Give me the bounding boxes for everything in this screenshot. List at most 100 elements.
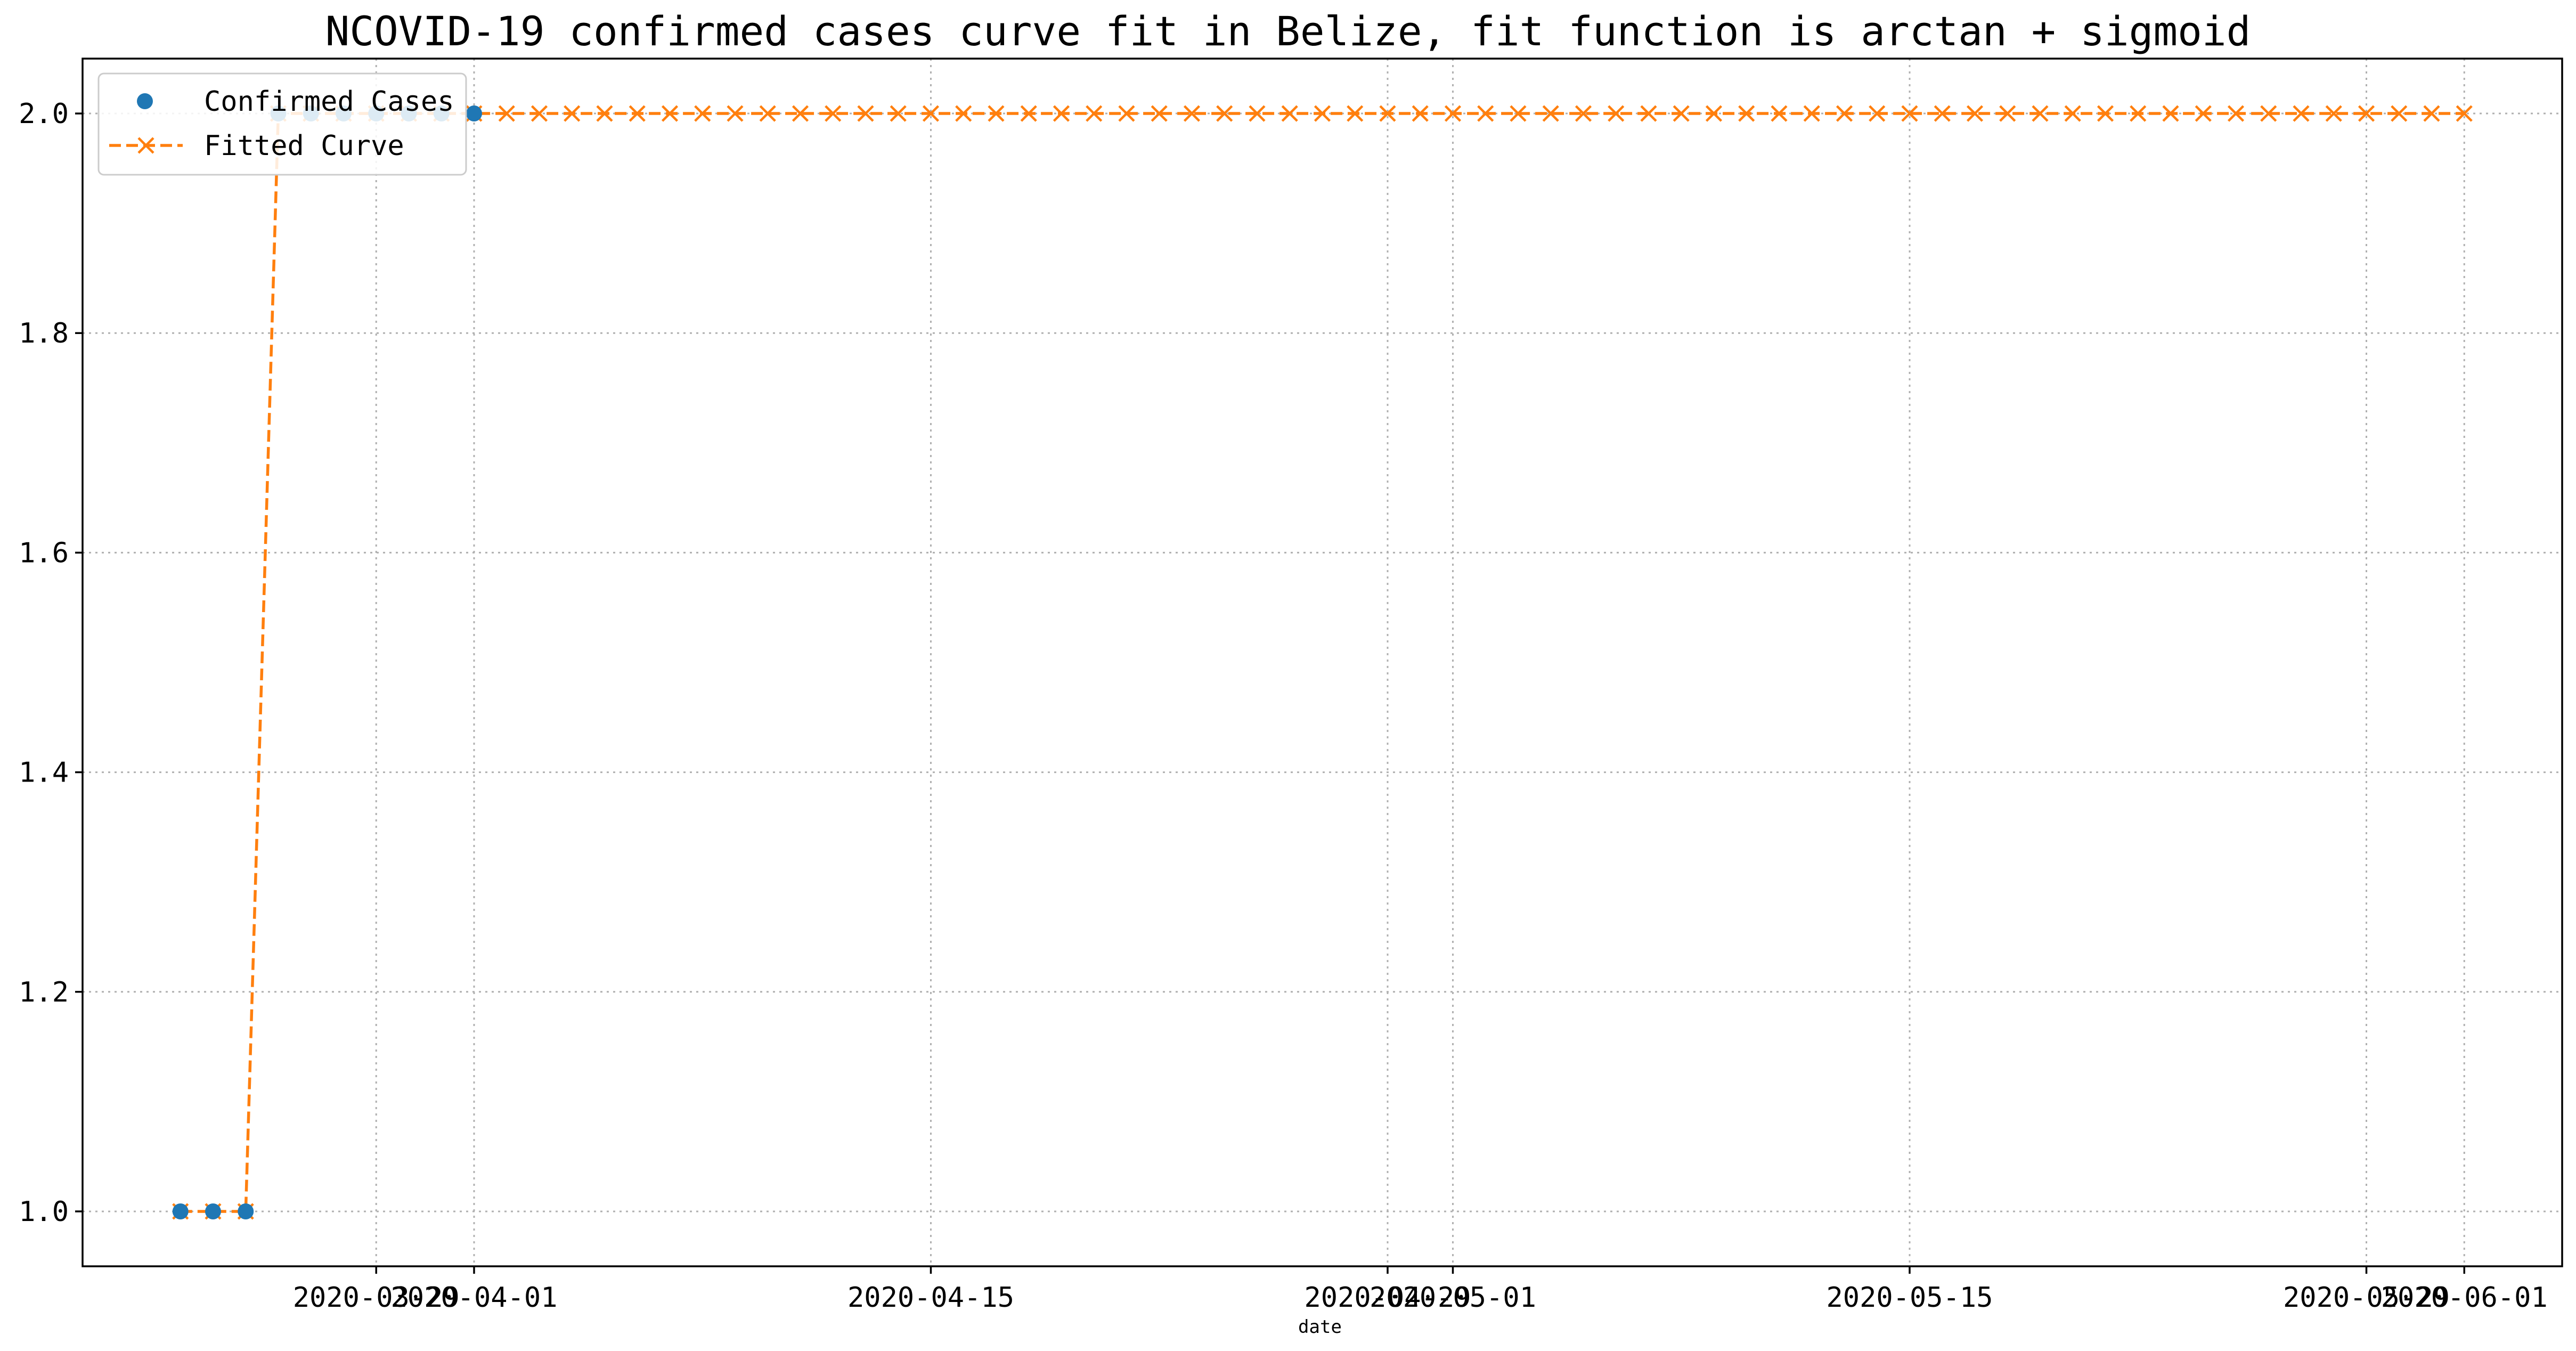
marker-stroke [1966,105,1984,122]
marker-stroke [1151,105,1168,122]
x-tick-label: 2020-06-01 [2381,1282,2548,1314]
marker-stroke [1575,105,1592,122]
fitted-curve-marker [1118,105,1135,122]
marker-stroke [727,105,744,122]
marker-stroke [1444,105,1462,122]
marker-stroke [1379,105,1396,122]
fitted-curve-marker [1869,105,1886,122]
marker-stroke [759,105,776,122]
marker-stroke [922,105,940,122]
marker-stroke [2358,105,2375,122]
fitted-curve-marker [1183,105,1201,122]
fitted-curve-marker [498,105,515,122]
fitted-curve-marker [1966,105,1984,122]
marker-stroke [2325,105,2342,122]
x-tick-label: 2020-05-01 [1369,1282,1536,1314]
marker-stroke [1412,105,1429,122]
fitted-curve-marker [661,105,679,122]
series-fitted-curve [172,105,2473,1220]
grid [83,59,2562,1266]
fitted-curve-marker [1412,105,1429,122]
fitted-curve-marker [1053,105,1070,122]
marker-stroke [2130,105,2147,122]
marker-stroke [857,105,874,122]
x-axis-label: date [1298,1316,1342,1338]
confirmed-case-point [205,1203,221,1219]
marker-stroke [2162,105,2179,122]
marker-stroke [1934,105,1951,122]
fitted-curve-marker [1673,105,1690,122]
marker-stroke [2391,105,2408,122]
fitted-curve-marker [1608,105,1625,122]
marker-stroke [1053,105,1070,122]
fitted-curve-marker [1151,105,1168,122]
marker-stroke [2293,105,2310,122]
marker-stroke [1347,105,1364,122]
fitted-curve-marker [1379,105,1396,122]
marker-stroke [1510,105,1527,122]
fitted-curve-marker [2162,105,2179,122]
fitted-curve-marker [2358,105,2375,122]
fitted-curve-marker [1020,105,1037,122]
legend-entry-confirmed-cases: Confirmed Cases [137,86,454,118]
fitted-curve-marker [1444,105,1462,122]
fitted-curve-marker [1314,105,1331,122]
marker-stroke [1901,105,1918,122]
marker-stroke [596,105,613,122]
fitted-curve-marker [2293,105,2310,122]
series-confirmed-cases [172,105,482,1219]
fitted-curve-marker [1510,105,1527,122]
marker-stroke [890,105,907,122]
marker-stroke [564,105,581,122]
marker-stroke [1738,105,1755,122]
fitted-curve-marker [629,105,646,122]
fitted-curve-marker [792,105,809,122]
marker-stroke [988,105,1005,122]
fitted-curve-marker [1705,105,1723,122]
fitted-curve-marker [890,105,907,122]
fitted-curve-marker [1771,105,1788,122]
legend-marker-circle [137,93,153,109]
fitted-curve-marker [1575,105,1592,122]
confirmed-case-point [238,1203,254,1219]
fitted-curve-marker [2097,105,2114,122]
marker-stroke [1608,105,1625,122]
fitted-curve-marker [2130,105,2147,122]
fitted-curve-marker [1738,105,1755,122]
fitted-curve-marker [2456,105,2473,122]
fitted-curve-marker [2227,105,2245,122]
marker-stroke [1640,105,1657,122]
marker-stroke [792,105,809,122]
marker-stroke [498,105,515,122]
marker-stroke [1803,105,1820,122]
marker-stroke [1020,105,1037,122]
y-tick-label: 1.0 [19,1196,69,1228]
fitted-curve-marker [1281,105,1298,122]
fitted-curve-marker [1999,105,2016,122]
marker-stroke [1542,105,1559,122]
x-tick-label: 2020-04-01 [390,1282,557,1314]
marker-stroke [1673,105,1690,122]
fitted-curve-marker [531,105,548,122]
fitted-curve-marker [1934,105,1951,122]
fitted-curve-marker [2195,105,2212,122]
fitted-curve-marker [1347,105,1364,122]
fitted-curve-marker [955,105,972,122]
y-tick-label: 2.0 [19,98,69,130]
marker-stroke [1477,105,1494,122]
marker-stroke [2064,105,2081,122]
fitted-curve-marker [694,105,711,122]
marker-stroke [661,105,679,122]
fitted-curve-marker [2391,105,2408,122]
fitted-curve-marker [1640,105,1657,122]
fitted-curve-marker [727,105,744,122]
fitted-curve-marker [1836,105,1853,122]
marker-stroke [1086,105,1103,122]
marker-stroke [1771,105,1788,122]
legend: Confirmed Cases Fitted Curve [97,72,467,176]
marker-stroke [1249,105,1266,122]
fitted-curve-marker [2032,105,2049,122]
legend-entry-fitted-curve: Fitted Curve [109,130,404,162]
marker-stroke [629,105,646,122]
